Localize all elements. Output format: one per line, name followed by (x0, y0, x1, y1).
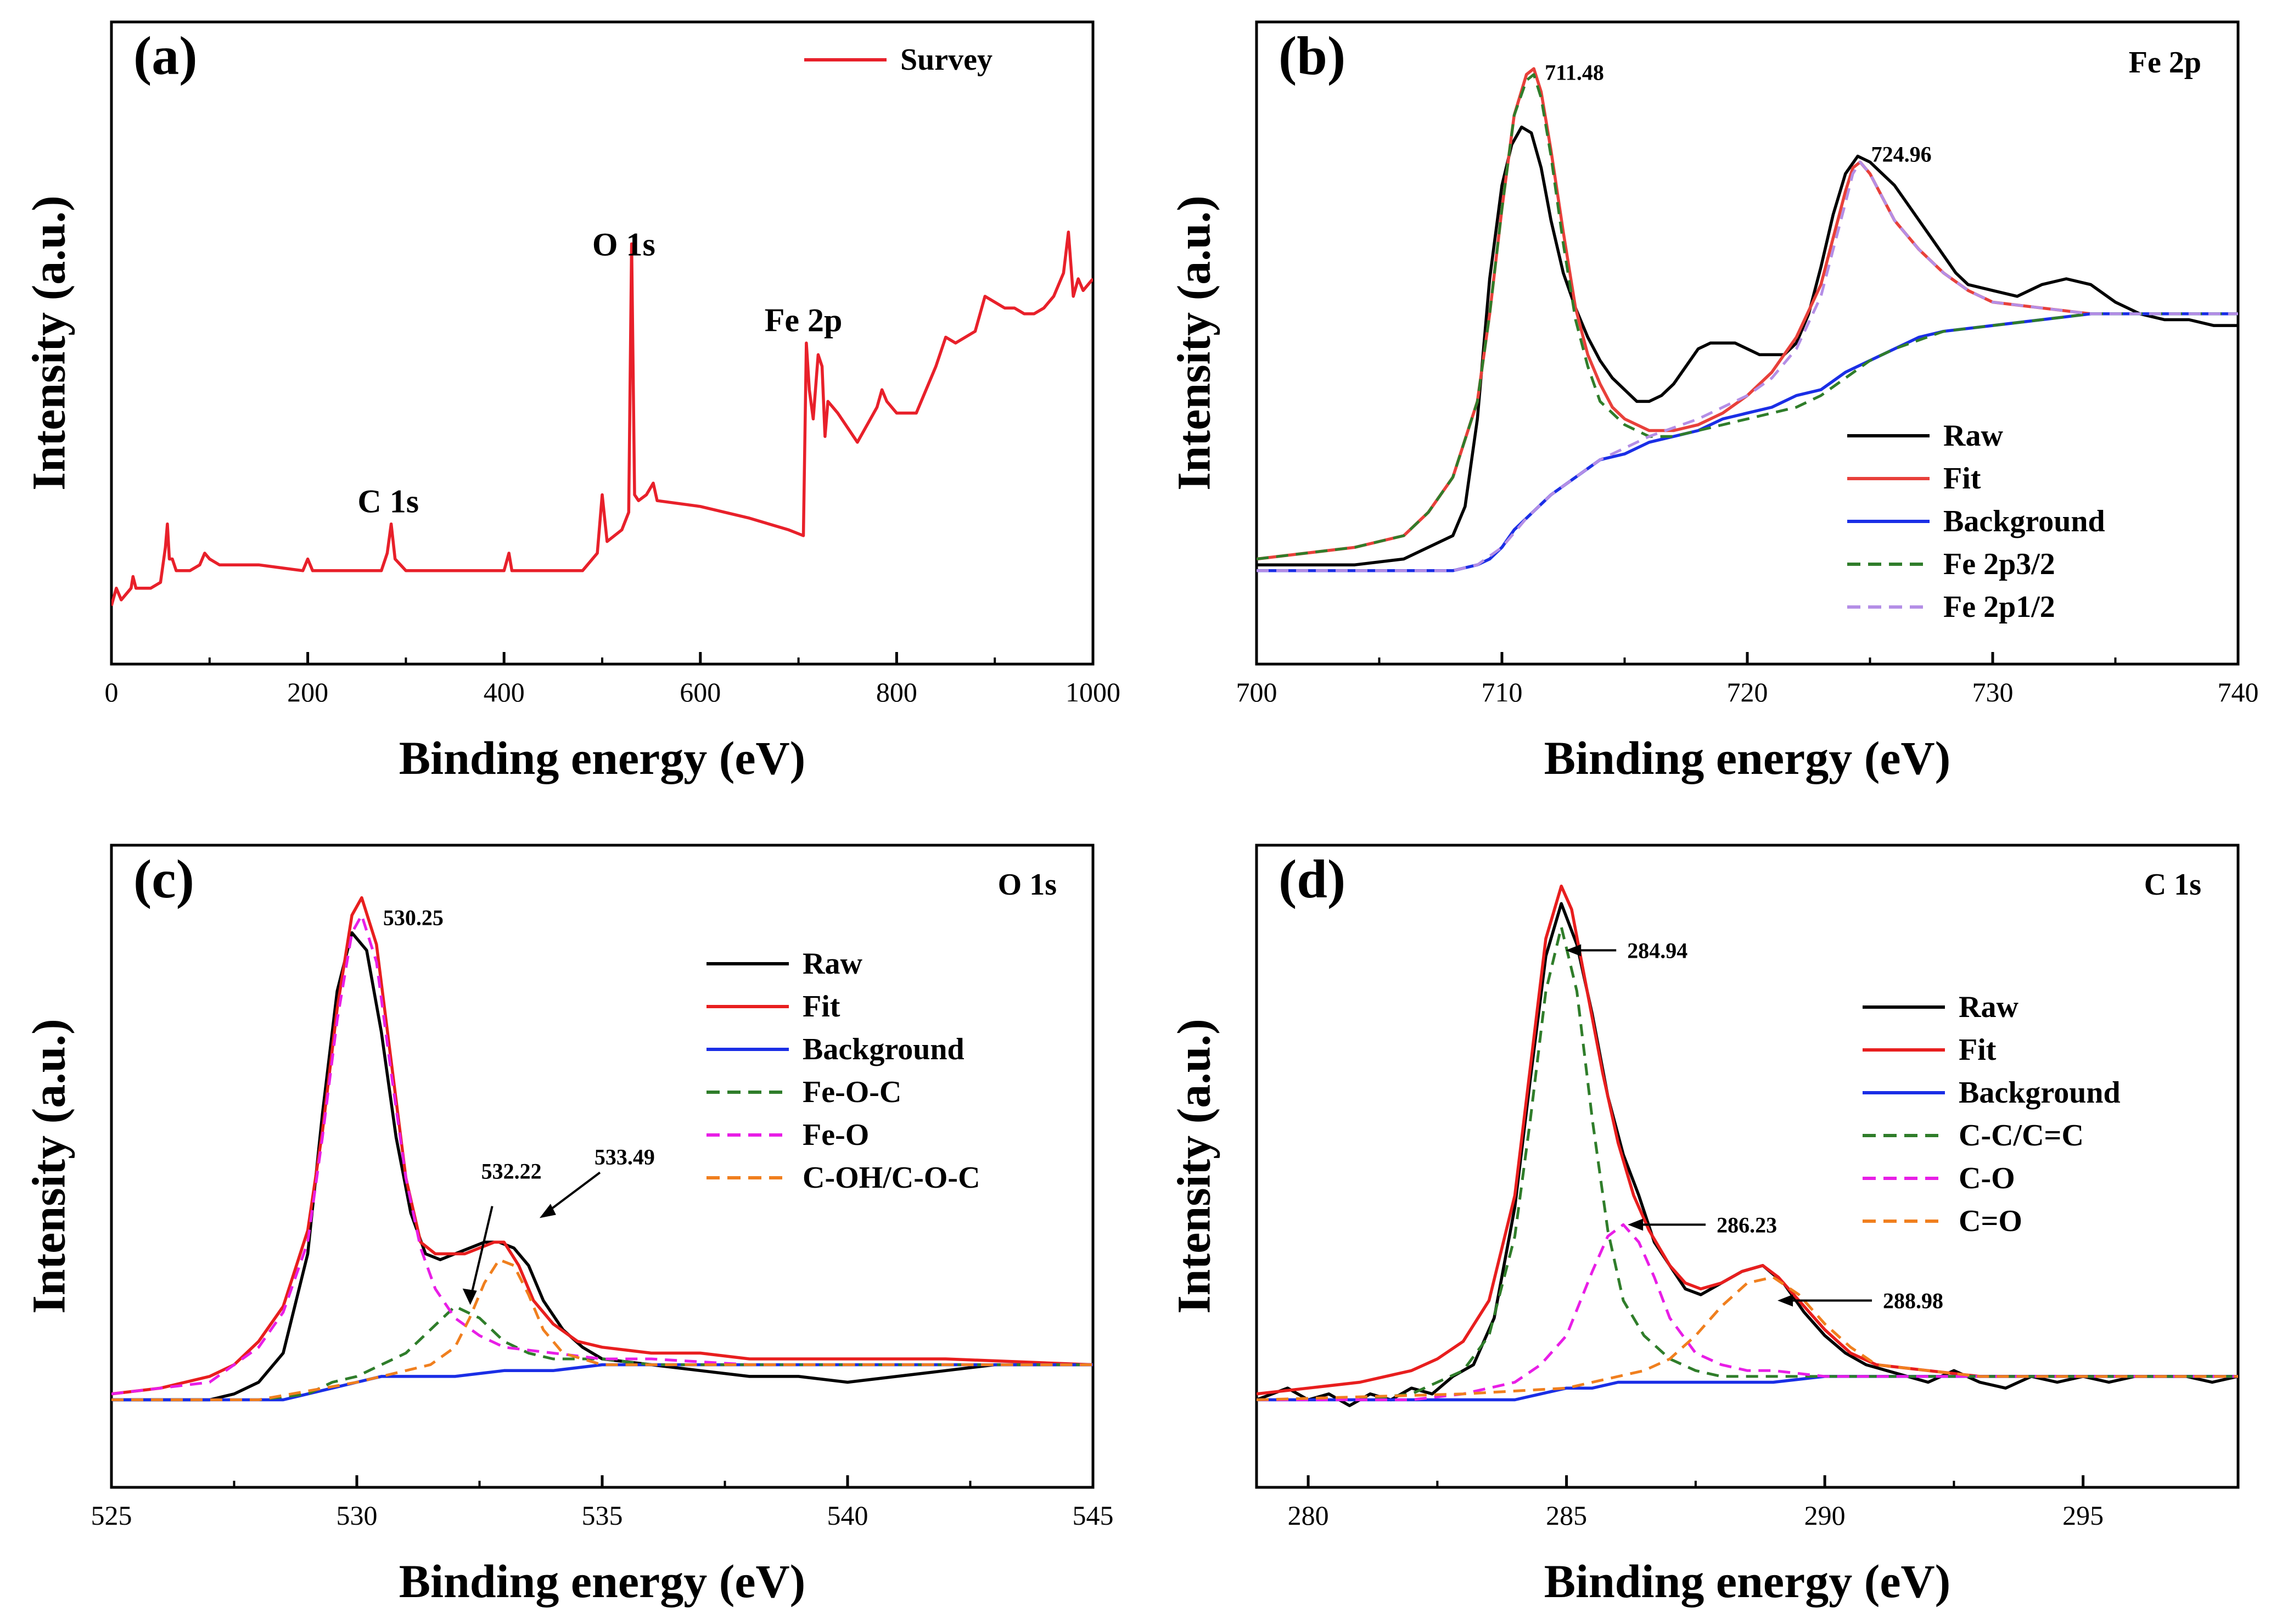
series-line-raw (1257, 125, 2238, 566)
legend: Raw Fit Background Fe-O-C Fe-O C-OH/C-O-C (706, 947, 980, 1195)
x-tick-label: 730 (1972, 677, 2014, 707)
x-axis-title: Binding energy (eV) (399, 1555, 806, 1608)
series-line-c-c-c-c (1257, 925, 2238, 1401)
series-group (1257, 884, 2238, 1407)
legend-label-fit: Fit (1959, 1033, 1997, 1067)
y-axis-title: Intensity (a.u.) (1168, 195, 1220, 491)
legend-label-raw: Raw (1943, 419, 2003, 453)
chart-panel-b: 700 710 720 730 740 Binding energy (eV) Intens… (1168, 20, 2259, 784)
x-tick-label: 700 (1236, 677, 1277, 707)
x-tick-label: 540 (827, 1500, 868, 1531)
series-line-fe-2p1-2 (1257, 160, 2238, 572)
legend-label-fe-2p3-2: Fe 2p3/2 (1943, 547, 2055, 581)
legend-label-c-o: C=O (1959, 1204, 2022, 1238)
series-line-c-o (1257, 1223, 2238, 1401)
peak-value-label: 724.96 (1871, 142, 1932, 167)
series-line-c-oh-c-o-c (111, 1258, 1093, 1401)
peak-arrow (469, 1206, 494, 1300)
x-tick-label: 290 (1804, 1500, 1846, 1531)
panel-label: (b) (1279, 25, 1345, 86)
x-axis-title: Binding energy (eV) (1544, 1555, 1951, 1608)
peak-arrowhead (1777, 1294, 1793, 1307)
panel-title: Fe 2p (2129, 46, 2201, 80)
peak-annotation-o-1s: O 1s (592, 226, 655, 262)
legend-label-survey: Survey (900, 43, 992, 77)
series-line-fe-o (111, 914, 1093, 1396)
panel-label: (c) (133, 848, 194, 909)
chart-panel-c: 525 530 535 540 545 Binding energy (eV) Intens… (23, 844, 1114, 1608)
series-group (111, 231, 1093, 606)
x-tick-label: 530 (337, 1500, 378, 1531)
legend-label-fit: Fit (1943, 462, 1981, 496)
legend-label-raw: Raw (1959, 990, 2018, 1024)
x-tick-label: 1000 (1066, 677, 1120, 707)
legend-label-background: Background (1943, 504, 2105, 538)
peak-arrow (544, 1171, 601, 1215)
series-line-raw (1257, 902, 2238, 1407)
peak-value-label: 530.25 (383, 906, 444, 930)
series-line-fit (1257, 884, 2238, 1396)
legend: Survey (804, 43, 992, 77)
legend-label-fit: Fit (803, 990, 840, 1024)
peak-value-label: 286.23 (1717, 1212, 1777, 1237)
x-tick-label: 525 (91, 1500, 132, 1531)
peak-arrowhead (462, 1288, 477, 1305)
chart-panel-a: 0 200 400 600 800 1000 Binding energy (eV) Inte… (23, 20, 1120, 784)
series-line-survey (111, 231, 1093, 606)
panel-label: (a) (133, 25, 198, 86)
legend-label-raw: Raw (803, 947, 862, 981)
legend-label-c-o: C-O (1959, 1161, 2015, 1195)
x-tick-label: 285 (1546, 1500, 1587, 1531)
peak-value-label: 711.48 (1545, 60, 1604, 85)
x-axis-title: Binding energy (eV) (399, 732, 806, 784)
plot-frame (1255, 844, 2240, 1489)
x-tick-label: 400 (484, 677, 525, 707)
x-tick-label: 720 (1727, 677, 1768, 707)
legend-label-background: Background (1959, 1076, 2121, 1110)
peak-annotation-fe-2p: Fe 2p (765, 302, 843, 339)
peak-value-label: 288.98 (1883, 1289, 1943, 1313)
x-tick-label: 535 (582, 1500, 623, 1531)
x-tick-label: 800 (876, 677, 917, 707)
peak-annotation-c-1s: C 1s (357, 483, 419, 519)
legend-label-c-oh-c-o-c: C-OH/C-O-C (803, 1161, 980, 1195)
series-line-c-o (1257, 1275, 2238, 1401)
x-tick-label: 600 (680, 677, 721, 707)
plot-frame (1255, 20, 2240, 666)
peak-value-label: 532.22 (481, 1159, 542, 1184)
legend-label-fe-o: Fe-O (803, 1118, 869, 1152)
y-axis-title: Intensity (a.u.) (23, 195, 75, 491)
y-axis-title: Intensity (a.u.) (1168, 1019, 1220, 1314)
peak-arrowhead (1628, 1218, 1644, 1231)
x-tick-label: 740 (2218, 677, 2259, 707)
peak-value-label: 533.49 (595, 1144, 655, 1169)
legend-label-background: Background (803, 1032, 965, 1066)
panel-title: C 1s (2144, 868, 2201, 902)
legend-label-fe-o-c: Fe-O-C (803, 1075, 901, 1109)
legend: Raw Fit Background Fe 2p3/2 Fe 2p1/2 (1847, 419, 2105, 624)
peak-arrowhead (1566, 944, 1582, 957)
legend: Raw Fit Background C-C/C=C C-O C=O (1863, 990, 2121, 1238)
panel-title: O 1s (998, 868, 1057, 902)
series-line-fit (111, 896, 1093, 1396)
series-line-fe-o-c (111, 1305, 1093, 1401)
x-tick-label: 280 (1288, 1500, 1329, 1531)
x-tick-label: 0 (105, 677, 119, 707)
peak-value-label: 284.94 (1627, 938, 1687, 963)
series-group (1257, 67, 2238, 572)
chart-panel-d: 280 285 290 295 Binding energy (eV) Intensity… (1168, 844, 2240, 1608)
x-tick-label: 710 (1482, 677, 1523, 707)
plot-frame (110, 20, 1095, 666)
x-tick-label: 295 (2062, 1500, 2104, 1531)
peak-arrowhead (539, 1204, 556, 1218)
y-axis-title: Intensity (a.u.) (23, 1019, 75, 1314)
x-tick-label: 545 (1073, 1500, 1114, 1531)
panel-label: (d) (1279, 848, 1345, 909)
legend-label-c-c-c-c: C-C/C=C (1959, 1119, 2084, 1153)
legend-label-fe-2p1-2: Fe 2p1/2 (1943, 590, 2055, 624)
x-tick-label: 200 (287, 677, 328, 707)
x-axis-title: Binding energy (eV) (1544, 732, 1951, 784)
series-line-fe-2p3-2 (1257, 73, 2238, 560)
